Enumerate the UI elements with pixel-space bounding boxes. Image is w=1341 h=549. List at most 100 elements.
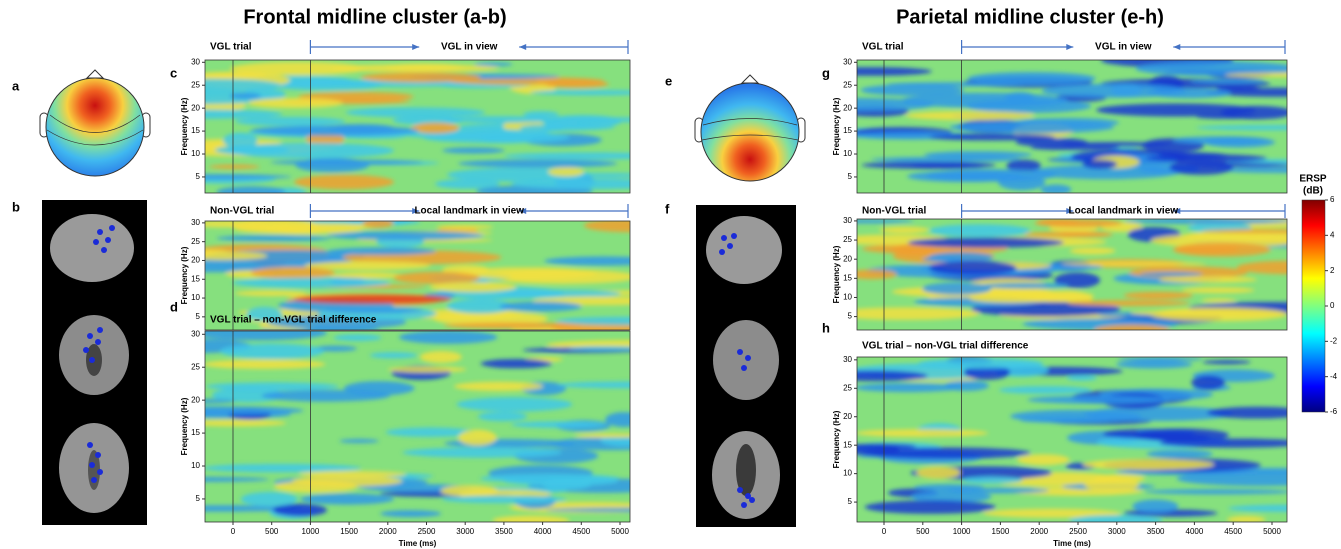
heatmap-blob <box>1132 499 1179 513</box>
panel-header: Non-VGL trial <box>210 206 274 217</box>
heatmap-blob <box>329 272 405 279</box>
heatmap-blob <box>544 256 630 266</box>
x-axis-label: Time (ms) <box>399 539 437 548</box>
panel-header: Non-VGL trial <box>862 206 926 217</box>
y-tick-label: 20 <box>843 412 852 421</box>
heatmap-blob <box>1123 219 1287 224</box>
heatmap-blob <box>1144 489 1287 495</box>
y-axis-label: Frequency (Hz) <box>832 97 841 155</box>
x-tick-label: 2500 <box>1069 527 1087 536</box>
heatmap-blob <box>1189 79 1265 84</box>
colorbar-tick-label: 6 <box>1330 195 1335 204</box>
heatmap-blob <box>511 421 606 428</box>
heatmap-blob <box>446 299 514 314</box>
heatmap-blob <box>205 359 326 370</box>
heatmap-blob <box>857 429 989 437</box>
heatmap-blob <box>1096 103 1256 117</box>
heatmap-blob <box>216 235 331 242</box>
x-tick-label: 3500 <box>1147 527 1165 536</box>
x-tick-label: 2000 <box>379 527 397 536</box>
arrow-head <box>412 44 420 50</box>
heatmap-blob <box>998 386 1092 394</box>
y-tick-label: 5 <box>196 172 201 181</box>
heatmap-blob <box>928 251 994 263</box>
mri-panel <box>42 200 147 525</box>
heatmap-blob <box>1150 233 1287 248</box>
y-tick-label: 15 <box>191 274 200 283</box>
heatmap-blob <box>1066 375 1098 381</box>
panel-label: h <box>822 320 830 335</box>
y-tick-label: 5 <box>848 172 853 181</box>
heatmap-blob <box>1207 406 1287 419</box>
colorbar-title: ERSP <box>1299 174 1327 185</box>
heatmap-blob <box>1006 159 1041 172</box>
y-tick-label: 15 <box>843 440 852 449</box>
heatmap-blob <box>333 334 382 342</box>
heatmap-blob <box>433 311 548 326</box>
heatmap-blob <box>1040 184 1072 193</box>
heatmap-blob <box>1041 83 1187 98</box>
mri-panel <box>696 205 796 527</box>
heatmap-blob <box>205 419 287 427</box>
heatmap-blob <box>907 237 1065 248</box>
heatmap-blob <box>402 447 563 458</box>
heatmap-blob <box>555 316 630 326</box>
y-tick-label: 25 <box>843 235 852 244</box>
heatmap-blob <box>879 226 930 234</box>
heatmap-blob <box>967 72 1096 85</box>
plot-frame <box>856 218 1288 331</box>
x-tick-label: 1000 <box>302 527 320 536</box>
heatmap-blob <box>385 427 476 438</box>
heatmap-blob <box>1027 395 1170 404</box>
y-tick-label: 15 <box>191 126 200 135</box>
heatmap-blob <box>393 271 480 285</box>
heatmap-blob <box>216 186 286 193</box>
heatmap-blob <box>360 72 481 83</box>
y-tick-label: 20 <box>843 254 852 263</box>
heatmap-blob <box>857 97 935 111</box>
heatmap <box>205 221 630 330</box>
heatmap-blob <box>1116 357 1204 362</box>
heatmap-blob <box>480 358 553 369</box>
heatmap-blob <box>454 267 597 280</box>
plot-frame <box>204 59 631 194</box>
heatmap-blob <box>922 282 992 295</box>
heatmap-blob <box>298 91 414 102</box>
heatmap-blob <box>272 503 328 517</box>
heatmap <box>857 219 1287 330</box>
panel-header: VGL trial <box>210 42 252 53</box>
heatmap-blob <box>961 476 1023 484</box>
x-tick-label: 1500 <box>992 527 1010 536</box>
heatmap-blob <box>247 97 344 109</box>
heatmap-blob <box>1220 105 1287 120</box>
heatmap-blob <box>567 346 630 351</box>
heatmap-blob <box>456 397 573 412</box>
heatmap <box>857 60 1287 193</box>
heatmap-blob <box>250 125 419 136</box>
heatmap-blob <box>205 406 304 415</box>
heatmap-blob <box>574 433 630 438</box>
panel-header: VGL trial <box>862 42 904 53</box>
heatmap-blob <box>411 122 460 134</box>
plot-frame <box>856 59 1288 194</box>
colorbar-tick-label: 2 <box>1330 266 1335 275</box>
heatmap-blob <box>857 269 897 280</box>
heatmap-blob <box>1054 272 1101 288</box>
x-tick-label: 1500 <box>340 527 358 536</box>
heatmap-blob <box>1004 91 1035 102</box>
heatmap-blob <box>1181 287 1255 294</box>
heatmap-blob <box>929 260 1017 276</box>
banner-text: VGL in view <box>441 42 498 53</box>
heatmap-blob <box>890 243 937 256</box>
heatmap-blob <box>1132 433 1210 441</box>
x-tick-label: 4000 <box>534 527 552 536</box>
heatmap-blob <box>299 470 407 478</box>
heatmap-blob <box>1201 298 1237 303</box>
heatmap-blob <box>458 429 497 446</box>
heatmap-blob <box>857 219 914 224</box>
y-tick-label: 15 <box>843 126 852 135</box>
heatmap-blob <box>929 133 1056 141</box>
heatmap-blob <box>429 282 517 293</box>
heatmap-blob <box>583 221 630 233</box>
heatmap-blob <box>862 447 1031 459</box>
